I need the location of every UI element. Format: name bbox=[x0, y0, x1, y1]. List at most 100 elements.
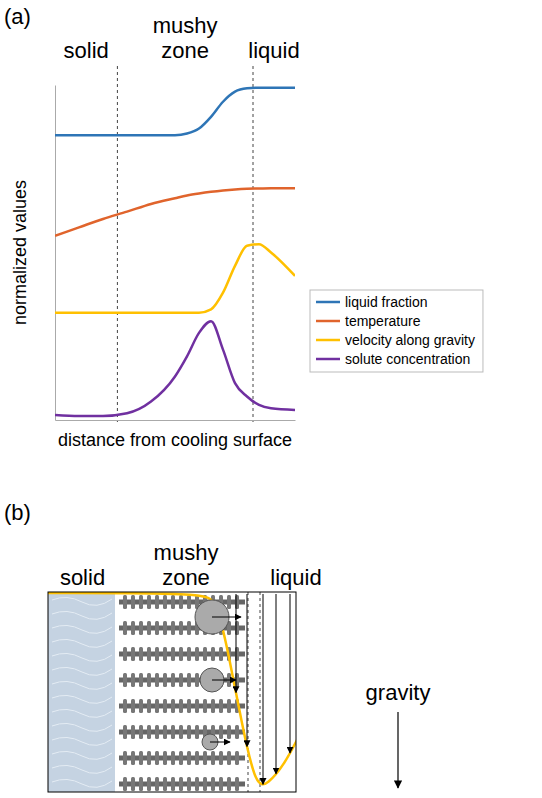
dendrite-arm bbox=[179, 777, 183, 791]
particle-arrow bbox=[210, 742, 230, 743]
dendrite-arm bbox=[155, 595, 159, 609]
dendrite-arm bbox=[155, 725, 159, 739]
dendrite-arm bbox=[235, 751, 239, 765]
legend-swatch bbox=[316, 339, 340, 342]
dendrite-arm bbox=[131, 673, 135, 687]
dendrite-arm bbox=[171, 751, 175, 765]
dendrite-arm bbox=[195, 673, 199, 687]
schematic-frame bbox=[48, 592, 296, 792]
solid-texture bbox=[52, 625, 112, 633]
zone-label: liquid bbox=[270, 565, 321, 590]
zone-label-line: solid bbox=[60, 565, 105, 590]
dendrite-arm bbox=[147, 647, 151, 661]
dendrite-arm bbox=[163, 751, 167, 765]
dendrite-arm bbox=[171, 699, 175, 713]
dendrite-arm bbox=[163, 777, 167, 791]
dendrite-arm bbox=[187, 673, 191, 687]
dendrite-arm bbox=[131, 621, 135, 635]
dendrite-arm bbox=[203, 751, 207, 765]
dendrite-arm bbox=[131, 647, 135, 661]
solid-texture bbox=[52, 639, 112, 647]
dendrite-arm bbox=[155, 673, 159, 687]
dendrite-arm bbox=[219, 647, 223, 661]
dendrite-arm bbox=[219, 699, 223, 713]
x-axis bbox=[56, 420, 296, 421]
dendrite-arm bbox=[139, 647, 143, 661]
dendrite-arm bbox=[123, 673, 127, 687]
dendrite-arm bbox=[123, 621, 127, 635]
dendrite-arm bbox=[123, 751, 127, 765]
legend-label: solute concentration bbox=[345, 351, 470, 367]
dendrite-arm bbox=[179, 699, 183, 713]
velocity-arrow bbox=[236, 594, 237, 693]
solid-texture bbox=[52, 751, 112, 759]
dendrite-arm bbox=[171, 647, 175, 661]
zone-label: solid bbox=[64, 38, 109, 63]
solid-texture bbox=[52, 667, 112, 675]
dendrite-arm bbox=[203, 647, 207, 661]
dendrite-arm bbox=[147, 751, 151, 765]
series-line bbox=[55, 244, 295, 313]
legend: liquid fractiontemperaturevelocity along… bbox=[310, 290, 483, 372]
dendrite-arm bbox=[187, 725, 191, 739]
solid-texture bbox=[52, 597, 112, 605]
zone-label: liquid bbox=[248, 38, 299, 63]
dendrite-arm bbox=[163, 621, 167, 635]
solid-texture bbox=[52, 765, 112, 773]
dendrite-arm bbox=[195, 777, 199, 791]
dendrite-arm bbox=[147, 595, 151, 609]
dendrite-arm bbox=[155, 621, 159, 635]
solid-texture bbox=[52, 737, 112, 745]
legend-label: velocity along gravity bbox=[345, 332, 475, 348]
dendrite-arm bbox=[227, 699, 231, 713]
dendrite-arm bbox=[179, 751, 183, 765]
dendrite-arm bbox=[155, 699, 159, 713]
velocity-arrow bbox=[263, 594, 264, 784]
legend-swatch bbox=[316, 301, 340, 304]
zone-label-line: liquid bbox=[270, 565, 321, 590]
zone-label-line: zone bbox=[161, 38, 209, 63]
particle-arrow bbox=[212, 680, 236, 681]
zone-label-line: mushy bbox=[153, 13, 218, 38]
dendrite-arm bbox=[147, 699, 151, 713]
dendrite-arm bbox=[163, 725, 167, 739]
dendrite-arm bbox=[123, 647, 127, 661]
dendrite-arm bbox=[139, 751, 143, 765]
dendrite-arm bbox=[171, 673, 175, 687]
dendrite-arm bbox=[171, 725, 175, 739]
zone-boundary bbox=[260, 592, 261, 792]
dendrite-arm bbox=[187, 647, 191, 661]
legend-swatch bbox=[316, 358, 340, 361]
dendrite-arm bbox=[187, 595, 191, 609]
dendrite-arm bbox=[195, 647, 199, 661]
dendrite-arm bbox=[187, 699, 191, 713]
x-axis-title: distance from cooling surface bbox=[58, 430, 292, 450]
dendrite-arm bbox=[219, 777, 223, 791]
dendrite-arm bbox=[235, 777, 239, 791]
dendrite-arm bbox=[235, 725, 239, 739]
dendrite-arm bbox=[123, 725, 127, 739]
dendrite-arm bbox=[147, 777, 151, 791]
dendrite-arm bbox=[211, 777, 215, 791]
dendrite-arm bbox=[131, 777, 135, 791]
dendrite-arm bbox=[139, 595, 143, 609]
legend-label: liquid fraction bbox=[345, 294, 428, 310]
solid-texture bbox=[52, 611, 112, 619]
solid-texture bbox=[52, 779, 112, 787]
dendrite-arm bbox=[179, 621, 183, 635]
zone-boundary bbox=[248, 592, 249, 792]
zone-boundary bbox=[117, 66, 118, 422]
dendrite-arm bbox=[139, 699, 143, 713]
dendrite-arm bbox=[187, 621, 191, 635]
velocity-arrow bbox=[247, 594, 248, 746]
dendrite-arm bbox=[179, 647, 183, 661]
dendrite-arm bbox=[139, 725, 143, 739]
solid-region bbox=[48, 592, 115, 792]
dendrite-arm bbox=[211, 699, 215, 713]
series-line bbox=[55, 88, 295, 136]
schematic bbox=[48, 592, 296, 792]
dendrite-arm bbox=[171, 595, 175, 609]
dendrite-arm bbox=[131, 699, 135, 713]
dendrite-arm bbox=[147, 725, 151, 739]
velocity-arrow bbox=[276, 594, 277, 774]
